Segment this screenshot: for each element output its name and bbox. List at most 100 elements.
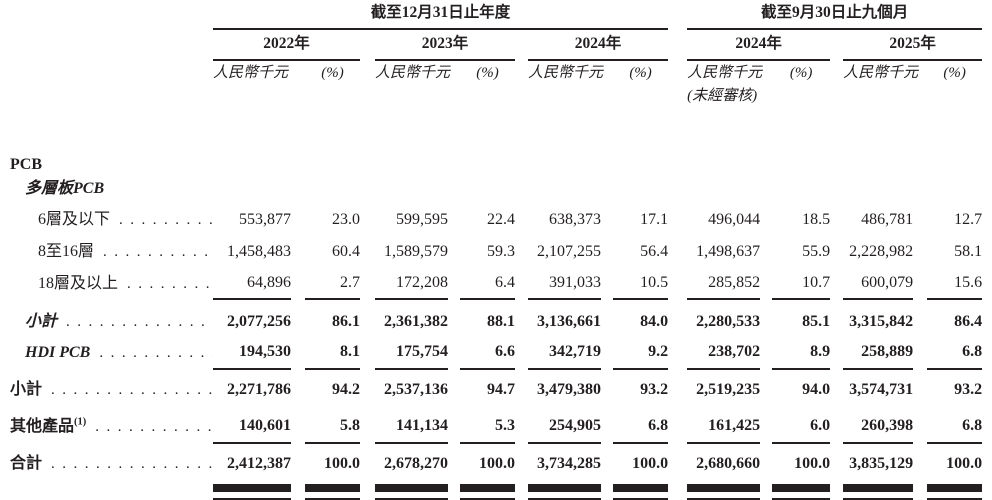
gap (601, 336, 613, 370)
pct-cell: 10.5 (613, 268, 669, 300)
gap (982, 61, 992, 87)
unit-header: 人民幣千元 (687, 65, 763, 82)
gap (830, 61, 843, 87)
amount-cell: 2,412,387 (227, 454, 291, 472)
gap (515, 336, 528, 370)
pct-header: (%) (476, 65, 499, 82)
gap (668, 300, 687, 336)
amount-cell: 172,208 (375, 268, 448, 300)
table-row: HDI PCB. . . . . . . . . . . . . . . . .… (0, 336, 992, 370)
gap (760, 336, 772, 370)
unaudited-note: (未經審核) (687, 88, 758, 104)
pct-cell: 15.6 (927, 268, 983, 300)
gap (830, 236, 843, 268)
table-row: 合計. . . . . . . . . . . . . . . . . . . … (0, 444, 992, 484)
table-row: 8至16層. . . . . . . . . . . . . . . . . .… (0, 236, 992, 268)
amount-cell: 2,271,786 (227, 380, 291, 398)
gap (982, 336, 992, 370)
gap (291, 236, 305, 268)
gap (830, 370, 843, 410)
pct-header: (%) (789, 65, 813, 82)
amount-cell: 3,734,285 (537, 454, 601, 472)
row-label: 小計. . . . . . . . . . . . . . . . . . . … (0, 300, 213, 336)
amount-cell: 140,601 (213, 410, 291, 444)
table-row (0, 484, 992, 500)
double-rule (528, 484, 601, 500)
row-label: 18層及以上. . . . . . . . . . . . . . . . . … (0, 268, 213, 300)
table-row: 人民幣千元 (%) 人民幣千元 (%) 人民幣千元 (%) 人民幣千元 (%) … (0, 61, 992, 87)
gap (982, 410, 992, 444)
gap (601, 236, 613, 268)
pct-cell: 9.2 (613, 336, 669, 370)
amount-cell: 1,458,483 (227, 242, 291, 260)
dot-leader: . . . . . . . . . . . . . . . . . . . . … (51, 382, 213, 398)
gap (360, 484, 375, 500)
gap (982, 268, 992, 300)
gap (913, 300, 927, 336)
pct-cell: 56.4 (640, 242, 669, 260)
amount-cell: 3,136,661 (537, 312, 601, 330)
gap (601, 268, 613, 300)
pct-cell: 6.8 (927, 410, 983, 444)
year-header: 2024年 (687, 30, 831, 61)
dot-leader: . . . . . . . . . . . . . . . . . . . . … (95, 419, 212, 435)
gap (291, 370, 305, 410)
amount-cell: 391,033 (528, 268, 601, 300)
double-rule (927, 484, 983, 500)
gap (601, 300, 613, 336)
amount-cell: 599,595 (396, 210, 448, 228)
pct-header: (%) (321, 65, 344, 82)
amount-cell: 141,134 (375, 410, 448, 444)
gap (0, 0, 213, 30)
pct-cell: 100.0 (479, 454, 515, 472)
gap (760, 300, 772, 336)
gap (360, 444, 375, 484)
row-label: 多層板PCB (25, 180, 105, 198)
table-row: 多層板PCB (0, 175, 992, 204)
gap (668, 30, 687, 61)
gap (913, 370, 927, 410)
pct-cell: 5.3 (460, 410, 515, 444)
gap (830, 204, 843, 236)
gap (830, 300, 843, 336)
table-row: 小計. . . . . . . . . . . . . . . . . . . … (0, 370, 992, 410)
gap (291, 204, 305, 236)
gap (515, 268, 528, 300)
pct-cell: 10.7 (772, 268, 831, 300)
gap (448, 268, 460, 300)
pct-cell: 18.5 (802, 210, 831, 228)
gap (0, 112, 992, 148)
pct-cell: 6.8 (927, 336, 983, 370)
gap (913, 204, 927, 236)
amount-cell: 2,680,660 (696, 454, 761, 472)
gap (448, 300, 460, 336)
gap (982, 370, 992, 410)
pct-cell: 93.2 (954, 380, 983, 398)
row-label: 其他產品(1). . . . . . . . . . . . . . . . .… (10, 416, 212, 435)
amount-cell: 3,315,842 (849, 312, 914, 330)
pct-cell: 85.1 (802, 312, 831, 330)
row-label: PCB (10, 156, 42, 174)
gap (982, 300, 992, 336)
gap (515, 484, 528, 500)
gap (830, 268, 843, 300)
gap (760, 410, 772, 444)
amount-cell: 194,530 (213, 336, 291, 370)
gap (982, 484, 992, 500)
gap (982, 0, 992, 30)
amount-cell: 238,702 (687, 336, 761, 370)
double-rule (375, 484, 448, 500)
gap (515, 444, 528, 484)
gap (913, 484, 927, 500)
pct-cell: 5.8 (305, 410, 360, 444)
double-rule (460, 484, 515, 500)
amount-cell: 2,519,235 (696, 380, 761, 398)
gap (448, 410, 460, 444)
double-rule (843, 484, 914, 500)
gap (360, 204, 375, 236)
amount-cell: 2,678,270 (384, 454, 448, 472)
gap (360, 336, 375, 370)
row-label: 6層及以下. . . . . . . . . . . . . . . . . .… (38, 210, 213, 228)
pct-cell: 100.0 (324, 454, 360, 472)
dot-leader: . . . . . . . . . . . . . . . . . . . . … (99, 345, 213, 361)
